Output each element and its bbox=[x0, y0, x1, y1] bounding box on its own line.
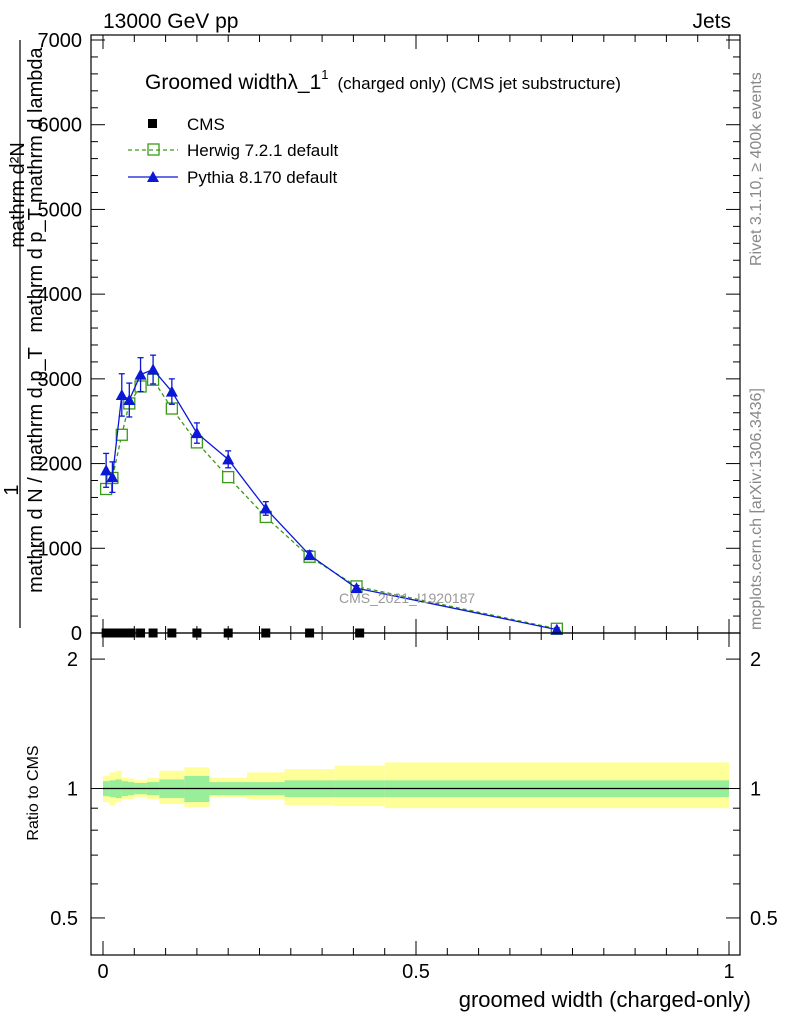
pythia-point bbox=[190, 427, 203, 439]
main-ytick-label: 2000 bbox=[38, 454, 83, 476]
ylabel-mid: 1 bbox=[1, 484, 23, 495]
mcplots-label: mcplots.cern.ch [arXiv:1306.3436] bbox=[748, 388, 765, 630]
legend: CMS Herwig 7.2.1 default Pythia 8.170 de… bbox=[128, 115, 338, 187]
ratio-xtick-label: 0.5 bbox=[402, 961, 430, 983]
pythia-point bbox=[115, 388, 128, 400]
pythia-point bbox=[165, 385, 178, 397]
ratio-panel: 0.5 0.5 1 1 2 2 0 0.5 1 Ratio to CMS groomed wid… bbox=[25, 632, 778, 1012]
main-ytick-label: 6000 bbox=[38, 115, 83, 137]
main-ytick-label: 7000 bbox=[38, 30, 83, 52]
pythia-point bbox=[134, 368, 147, 380]
legend-label-herwig: Herwig 7.2.1 default bbox=[187, 141, 338, 160]
main-ytick-label: 3000 bbox=[38, 369, 83, 391]
watermark: CMS_2021_I1920187 bbox=[339, 590, 475, 606]
pythia-point bbox=[147, 363, 160, 375]
rivet-label: Rivet 3.1.10, ≥ 400k events bbox=[748, 72, 765, 266]
ylabel-top2: mathrm d p_T mathrm d lambda bbox=[25, 46, 47, 332]
x-axis-label: groomed width (charged-only) bbox=[459, 987, 751, 1012]
herwig-point bbox=[222, 470, 235, 484]
ratio-ytick-label: 1 bbox=[67, 779, 78, 801]
ratio-ylabel: Ratio to CMS bbox=[25, 745, 42, 840]
pythia-point bbox=[303, 549, 316, 561]
legend-label-pythia: Pythia 8.170 default bbox=[187, 168, 338, 187]
main-ytick-label: 4000 bbox=[38, 284, 83, 306]
ylabel-bottom: mathrm d N / mathrm d p_T bbox=[25, 347, 47, 593]
ratio-ytick-label-right: 0.5 bbox=[750, 908, 778, 930]
legend-marker-pythia bbox=[147, 171, 159, 182]
pythia-point bbox=[106, 471, 119, 483]
ratio-xtick-label: 0 bbox=[97, 961, 108, 983]
herwig-point bbox=[115, 428, 128, 441]
pythia-point bbox=[550, 623, 563, 635]
ratio-ytick-label-right: 2 bbox=[750, 649, 761, 671]
pythia-point bbox=[259, 502, 272, 514]
pythia-point bbox=[100, 464, 113, 476]
header-right: Jets bbox=[692, 10, 731, 33]
pythia-point bbox=[350, 582, 363, 594]
header-left: 13000 GeV pp bbox=[103, 10, 238, 33]
ratio-ytick-label-right: 1 bbox=[750, 779, 761, 801]
ratio-xtick-label: 1 bbox=[723, 961, 734, 983]
pythia-point bbox=[222, 453, 235, 465]
legend-label-cms: CMS bbox=[187, 115, 225, 134]
herwig-line bbox=[105, 378, 557, 630]
main-panel: 0 1000 2000 3000 4000 5000 6000 7000 Groomed wi… bbox=[1, 30, 741, 645]
main-ytick-label: 1000 bbox=[38, 538, 83, 560]
legend-marker-cms bbox=[148, 119, 157, 128]
pythia-point bbox=[123, 394, 136, 406]
legend-marker-herwig bbox=[147, 143, 160, 156]
chart-title: Groomed widthλ_11 (charged only) (CMS jet… bbox=[145, 67, 621, 94]
ylabel-top: mathrm d²N bbox=[7, 142, 29, 248]
main-ytick-label: 0 bbox=[71, 623, 82, 645]
main-ylabel: mathrm d²N mathrm d p_T mathrm d lambda … bbox=[1, 40, 47, 628]
ratio-ytick-label: 0.5 bbox=[50, 908, 78, 930]
main-ytick-label: 5000 bbox=[38, 199, 83, 221]
ratio-ytick-label: 2 bbox=[67, 649, 78, 671]
